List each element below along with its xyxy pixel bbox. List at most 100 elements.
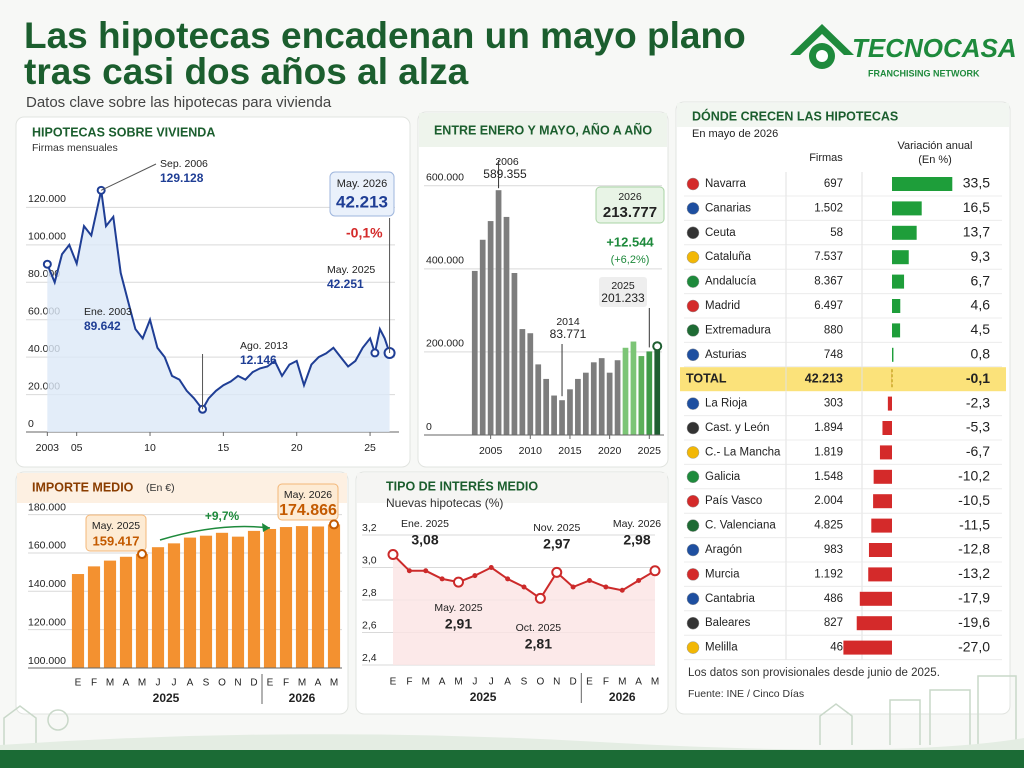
x-tick-label: A [123,678,130,689]
annotation-value: 3,08 [411,532,438,548]
annotation-point [453,576,464,588]
variation-bar [843,640,892,655]
arrow-head [262,523,270,532]
x-tick-label: J [489,677,494,688]
bar [487,221,494,435]
annotation-year: 2025 [611,280,635,292]
region-label: Madrid [705,300,740,312]
firmas-value: 7.537 [814,251,843,263]
x-tick-label: M [298,678,306,689]
bar [167,543,181,668]
variation-bar [892,177,953,191]
change-arrow [159,525,271,541]
annotation-value: 2,98 [623,532,650,548]
flag-icon [686,202,700,215]
y-tick-label: 3,0 [362,554,377,566]
bar [582,372,589,435]
flag-icon [686,226,700,240]
region-label: TOTAL [686,371,727,385]
x-tick-label: D [570,677,577,688]
flag-icon [686,641,700,654]
variation-label: -0,1 [966,370,990,386]
annotation-point [370,348,380,358]
bar [503,216,510,435]
annotation-value: 159.417 [93,533,140,548]
y-tick-label: 3,2 [362,522,377,534]
flag-icon [686,494,700,508]
point [505,576,511,582]
bar [590,362,597,435]
variation-label: 16,5 [963,199,990,215]
y-tick-label: 400.000 [426,255,464,267]
logo-roof [790,24,854,55]
panel [675,101,1011,715]
bar [327,524,341,668]
bar [551,395,557,435]
y-tick-label: 0 [28,418,34,430]
region-label: Aragón [705,544,742,556]
year-label: 2026 [289,691,316,705]
region-label: Extremadura [705,324,771,336]
flag-icon [686,543,700,557]
firmas-value: 827 [824,617,843,629]
point [472,573,478,579]
chart-subtitle: (En €) [146,482,175,494]
annotation-value: 129.128 [160,171,204,185]
bar [71,574,85,668]
y-tick-label: 160.000 [28,540,66,552]
logo-dot [816,50,828,62]
chart-title: HIPOTECAS SOBRE VIVIENDA [32,125,215,139]
y-tick-label: 2,8 [362,587,377,599]
building-icon [889,675,1017,745]
firmas-value: 486 [824,593,843,605]
point [570,584,576,590]
x-tick-label: 25 [364,442,376,454]
x-tick-label: M [618,677,626,688]
logo-tagline: FRANCHISING NETWORK [868,68,980,78]
year-label: 2025 [153,691,180,705]
variation-label: 4,5 [971,321,991,337]
variation-label: -2,3 [966,394,990,410]
point [439,576,445,582]
firmas-value: 748 [824,349,843,361]
point [636,578,642,583]
x-tick-label: A [187,678,194,689]
subtitle: Datos clave sobre las hipotecas para viv… [26,94,332,111]
year-label: 2025 [470,690,497,704]
region-label: Murcia [705,568,740,580]
variation-bar [868,543,892,557]
bar [199,535,213,668]
annotation-value: 42.213 [336,192,388,211]
variation-bar [856,616,892,631]
column-header: Firmas [809,152,843,164]
variation-bar [882,421,892,435]
firmas-value: 4.825 [814,520,843,532]
y-tick-label: 600.000 [426,172,464,184]
x-tick-label: E [390,677,397,688]
bar [247,530,261,668]
title-line: tras casi dos años al alza [24,51,469,92]
firmas-value: 697 [824,178,843,190]
bar [598,358,605,435]
y-tick-label: 140.000 [28,578,66,590]
x-tick-label: 2010 [519,445,543,457]
footer-source: Fuente: INE / Cinco Días [688,688,804,700]
chart-title: IMPORTE MEDIO [32,480,134,494]
flag-icon [686,592,700,606]
x-tick-label: 2003 [36,442,60,454]
variation-bar [871,518,892,533]
region-label: País Vasco [705,495,762,507]
annotation-value: 174.866 [279,502,337,519]
bar [622,347,629,435]
title-band [677,103,1009,127]
point [521,584,527,590]
x-tick-label: A [504,677,511,688]
variation-bar [892,225,917,240]
region-label: Cantabria [705,593,755,605]
x-tick-label: N [234,678,241,689]
bar [295,526,309,668]
x-tick-label: 15 [218,442,230,454]
column-header: Variación anual [897,140,972,152]
region-label: Galicia [705,471,741,483]
